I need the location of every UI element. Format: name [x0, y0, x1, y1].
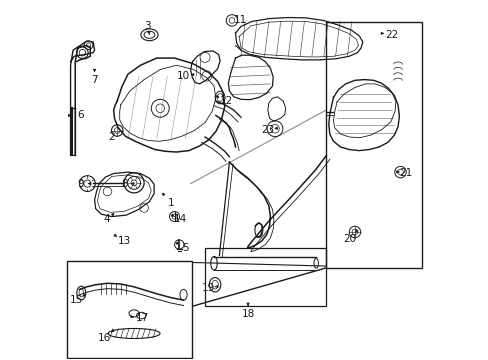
Text: 1: 1 [167, 198, 174, 208]
Text: 5: 5 [182, 243, 188, 253]
Bar [67, 261, 191, 357]
Text: 13: 13 [118, 236, 131, 246]
Text: 14: 14 [173, 215, 186, 224]
Text: 9: 9 [77, 179, 83, 189]
Text: 8: 8 [121, 179, 127, 189]
Text: 6: 6 [77, 111, 83, 121]
Text: 18: 18 [241, 310, 254, 319]
Text: 17: 17 [135, 313, 149, 323]
Text: 10: 10 [177, 71, 190, 81]
Text: 21: 21 [398, 168, 412, 178]
Text: 12: 12 [220, 96, 233, 106]
Text: 2: 2 [108, 132, 115, 142]
Bar [204, 248, 325, 306]
Text: 11: 11 [234, 15, 247, 26]
Text: 16: 16 [98, 333, 111, 343]
Text: 3: 3 [144, 21, 151, 31]
Text: 22: 22 [384, 30, 397, 40]
Text: 7: 7 [91, 75, 98, 85]
Text: 15: 15 [70, 295, 83, 305]
Text: 4: 4 [103, 215, 109, 224]
Text: 19: 19 [202, 283, 215, 293]
Text: 20: 20 [343, 234, 356, 244]
Bar [325, 22, 422, 268]
Text: 23: 23 [261, 125, 274, 135]
